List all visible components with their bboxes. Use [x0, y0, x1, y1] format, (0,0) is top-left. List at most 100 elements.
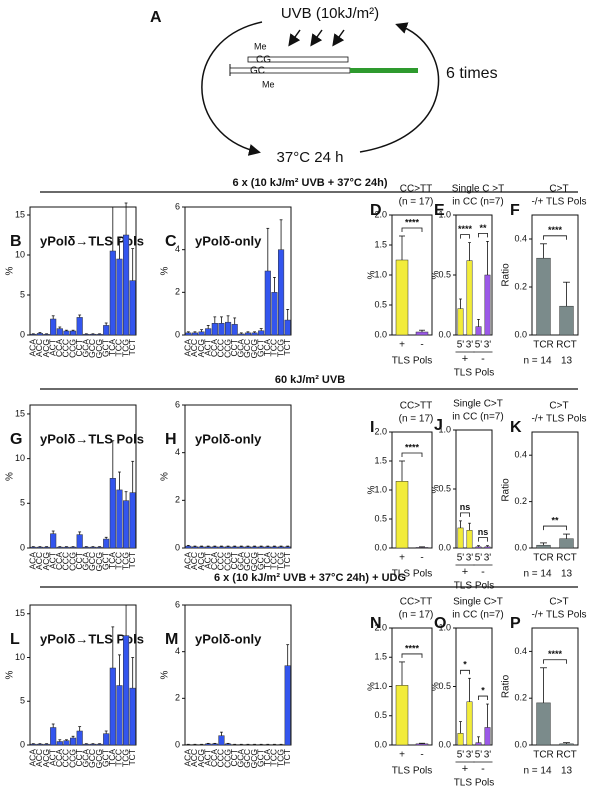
- panel-letter: J: [434, 417, 443, 434]
- x-tick-label: -: [420, 553, 423, 564]
- y-tick-label: 15: [15, 209, 25, 219]
- x-tick-label: TCR: [533, 750, 554, 761]
- error-bar: [186, 331, 190, 333]
- bar: [43, 333, 50, 336]
- y-tick-label: 0.5: [438, 269, 451, 279]
- error-bar: [486, 703, 489, 728]
- x-tick-label: ACC: [189, 552, 199, 570]
- x-tick-label: ACC: [189, 749, 199, 767]
- error-bar: [233, 317, 237, 325]
- panel-letter: C: [165, 233, 177, 250]
- methyl-label: Me: [254, 41, 267, 51]
- x-tick-label: TCT: [127, 749, 137, 766]
- panel-title: CC>TT: [400, 184, 433, 195]
- error-bar: [239, 332, 243, 334]
- x-tick-label: TCA: [262, 552, 272, 569]
- panel-title: CC>TT: [400, 597, 433, 608]
- uv-arrow: [332, 29, 345, 47]
- plot-frame: [184, 206, 292, 336]
- error-bar: [246, 545, 250, 547]
- x-tick-label: ACT: [202, 749, 212, 766]
- bar: [559, 743, 574, 746]
- bar: [63, 330, 70, 336]
- x-tick-label: ACT: [47, 552, 57, 569]
- x-tick-label: GCC: [242, 749, 252, 768]
- y-tick-label: 0.0: [438, 329, 451, 339]
- bar: [103, 325, 110, 336]
- x-tick-label: CCA: [209, 552, 219, 570]
- x-tick-label: 3': [466, 750, 474, 761]
- panel-letter: L: [10, 631, 20, 648]
- y-tick-label: 0.4: [514, 450, 527, 460]
- bar: [116, 489, 123, 549]
- bar: [43, 743, 50, 746]
- bar: [185, 332, 192, 336]
- significance-bracket: [401, 227, 423, 232]
- error-bar: [186, 544, 190, 547]
- x-tick-label: TCG: [120, 552, 130, 570]
- bar: [198, 331, 205, 336]
- error-bar: [286, 308, 290, 321]
- uvb-label: UVB (10kJ/m²): [281, 5, 379, 22]
- error-bar: [104, 536, 108, 540]
- bar: [109, 250, 116, 336]
- group-title: TLS Pols: [454, 368, 495, 379]
- bar: [56, 328, 63, 336]
- x-tick-label: 5': [475, 340, 483, 351]
- panel-title: C>T: [549, 597, 568, 608]
- significance-label: **: [551, 515, 559, 525]
- panel-title: Single C >T: [452, 184, 505, 195]
- bar: [191, 332, 199, 336]
- significance-label: ****: [405, 217, 420, 227]
- y-tick-label: 0: [175, 329, 180, 339]
- y-tick-label: 1.5: [374, 455, 387, 465]
- bar: [36, 333, 44, 336]
- x-tick-label: ACT: [47, 339, 57, 356]
- panel-title: yPolδ→TLS Pols: [40, 631, 144, 646]
- y-tick-label: 6: [175, 599, 180, 609]
- bar: [536, 544, 551, 549]
- y-axis-label: %: [5, 472, 16, 481]
- x-tick-label: 3': [466, 553, 474, 564]
- uv-arrow: [288, 29, 301, 47]
- bar: [76, 730, 83, 746]
- error-bar: [78, 531, 82, 535]
- panel-subtitle: (n = 17): [399, 414, 434, 425]
- bar: [415, 331, 429, 336]
- x-tick-label: CCT: [229, 749, 239, 766]
- group-title: TLS Pols: [392, 356, 433, 367]
- y-axis-label: %: [5, 266, 16, 275]
- error-bar: [220, 316, 223, 324]
- y-tick-label: 0.0: [514, 329, 527, 339]
- y-tick-label: 5: [20, 498, 25, 508]
- x-tick-label: ACT: [202, 339, 212, 356]
- x-tick-label: ACA: [183, 749, 193, 767]
- group-title: TLS Pols: [392, 569, 433, 580]
- panel-letter: N: [370, 615, 382, 632]
- error-bar: [118, 238, 121, 259]
- error-bar: [253, 545, 256, 547]
- significance-label: ****: [548, 649, 563, 659]
- x-tick-label: GCG: [249, 552, 259, 571]
- y-tick-label: 0.2: [514, 496, 527, 506]
- x-tick-label: TCG: [275, 552, 285, 570]
- y-tick-label: 0.2: [514, 281, 527, 291]
- error-bar: [419, 742, 425, 744]
- x-tick-label: GCG: [249, 339, 259, 358]
- x-tick-label: TCR: [533, 553, 554, 564]
- bar: [395, 481, 409, 549]
- bar: [122, 500, 130, 549]
- y-tick-label: 6: [175, 399, 180, 409]
- bar: [264, 546, 271, 549]
- y-axis-label: %: [431, 270, 442, 279]
- y-tick-label: 2.0: [374, 209, 387, 219]
- bar: [231, 546, 238, 549]
- significance-bracket: [401, 452, 423, 457]
- x-tick-label: 5': [457, 340, 465, 351]
- y-tick-label: 0.5: [438, 483, 451, 493]
- bar: [205, 743, 212, 746]
- group-title: TLS Pols: [454, 581, 495, 592]
- y-axis-label: %: [160, 266, 171, 275]
- bar: [218, 323, 225, 336]
- bar: [63, 546, 70, 549]
